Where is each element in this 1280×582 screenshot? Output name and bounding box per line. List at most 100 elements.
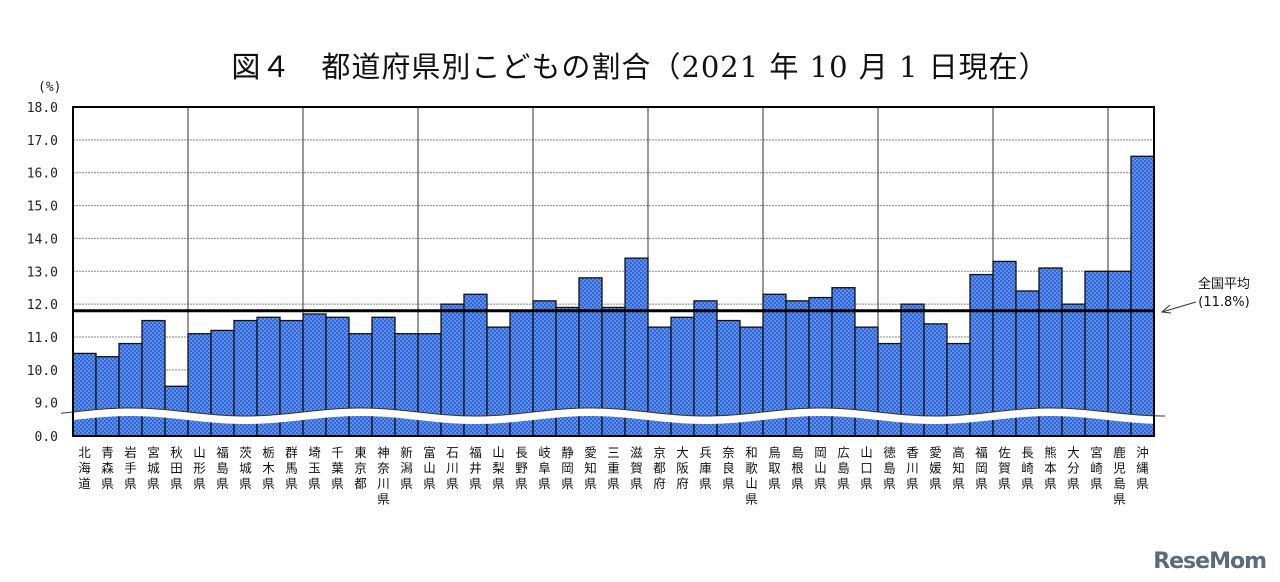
x-tick-char: 賀 xyxy=(630,461,643,476)
x-tick-label: 愛媛県 xyxy=(929,445,942,491)
x-tick-label: 岐阜県 xyxy=(538,445,551,491)
x-tick-char: 県 xyxy=(469,476,482,491)
x-tick-label: 長崎県 xyxy=(1021,445,1034,491)
x-tick-char: 福 xyxy=(469,445,482,460)
x-tick-label: 静岡県 xyxy=(561,445,574,491)
x-tick-label: 三重県 xyxy=(607,445,620,491)
x-tick-char: 野 xyxy=(515,461,528,476)
x-tick-char: 県 xyxy=(561,476,574,491)
y-tick-label: 17.0 xyxy=(27,134,58,149)
x-tick-char: 県 xyxy=(285,476,298,491)
x-tick-char: 鳥 xyxy=(768,445,781,460)
x-tick-char: 茨 xyxy=(239,445,252,460)
x-tick-char: 島 xyxy=(216,461,229,476)
bar xyxy=(325,316,350,437)
x-tick-char: 鹿 xyxy=(1113,445,1126,460)
y-tick-label: 16.0 xyxy=(27,167,58,182)
x-tick-char: 木 xyxy=(262,461,275,476)
x-tick-char: 岡 xyxy=(561,461,574,476)
x-tick-char: 県 xyxy=(906,476,919,491)
x-tick-char: 県 xyxy=(975,476,988,491)
x-tick-char: 梨 xyxy=(492,461,505,476)
x-tick-char: 海 xyxy=(78,461,91,476)
x-tick-label: 岡山県 xyxy=(814,445,827,491)
x-tick-char: 静 xyxy=(561,445,574,460)
x-tick-label: 奈良県 xyxy=(722,445,735,491)
x-tick-char: 田 xyxy=(170,461,183,476)
x-tick-char: 児 xyxy=(1113,461,1126,476)
x-tick-label: 広島県 xyxy=(837,445,850,491)
x-tick-char: 県 xyxy=(837,476,850,491)
x-tick-char: 歌 xyxy=(745,461,758,476)
x-tick-label: 熊本県 xyxy=(1044,445,1057,491)
x-tick-char: 奈 xyxy=(722,445,735,460)
bar xyxy=(624,257,649,437)
x-tick-label: 岩手県 xyxy=(124,445,137,491)
x-tick-char: 島 xyxy=(1113,476,1126,491)
x-tick-char: 馬 xyxy=(285,461,298,476)
chart-title: 図４ 都道府県別こどもの割合（2021 年 10 月 1 日現在） xyxy=(231,50,1049,84)
x-tick-char: 広 xyxy=(837,445,850,460)
x-tick-label: 山梨県 xyxy=(492,445,505,491)
x-tick-char: 熊 xyxy=(1044,445,1057,460)
x-tick-char: 県 xyxy=(193,476,206,491)
x-tick-char: 県 xyxy=(170,476,183,491)
x-tick-label: 北海道 xyxy=(78,445,91,491)
y-tick-label: 14.0 xyxy=(27,232,58,247)
average-value-text: (11.8%) xyxy=(1198,295,1250,310)
x-tick-char: 宮 xyxy=(147,445,160,460)
x-tick-char: 葉 xyxy=(331,461,344,476)
x-tick-char: 県 xyxy=(377,492,390,507)
x-tick-char: 島 xyxy=(883,461,896,476)
x-tick-label: 香川県 xyxy=(906,445,919,491)
bar xyxy=(854,326,879,437)
x-tick-char: 県 xyxy=(883,476,896,491)
x-tick-label: 千葉県 xyxy=(331,445,344,491)
x-tick-label: 福岡県 xyxy=(975,445,988,491)
bar xyxy=(969,273,994,437)
x-tick-label: 山形県 xyxy=(193,445,206,491)
x-tick-label: 山口県 xyxy=(860,445,873,491)
x-tick-label: 沖縄県 xyxy=(1136,445,1149,491)
bar xyxy=(141,319,166,437)
x-tick-char: 良 xyxy=(722,461,735,476)
x-tick-label: 島根県 xyxy=(791,445,804,491)
x-tick-label: 愛知県 xyxy=(584,445,597,491)
x-tick-char: 玉 xyxy=(308,461,321,476)
y-tick-label: 12.0 xyxy=(27,298,58,313)
x-tick-label: 大阪府 xyxy=(676,445,689,491)
y-tick-label: 13.0 xyxy=(27,265,58,280)
x-tick-label: 新潟県 xyxy=(400,445,413,491)
x-tick-char: 県 xyxy=(998,476,1011,491)
x-tick-char: 県 xyxy=(423,476,436,491)
x-tick-char: 県 xyxy=(216,476,229,491)
x-tick-char: 県 xyxy=(147,476,160,491)
x-tick-char: 高 xyxy=(952,445,965,460)
x-tick-char: 府 xyxy=(676,476,689,491)
y-tick-label: 11.0 xyxy=(27,331,58,346)
x-tick-char: 県 xyxy=(630,476,643,491)
axis-break-wave xyxy=(61,408,1166,424)
x-tick-char: 栃 xyxy=(262,445,275,460)
x-tick-char: 長 xyxy=(515,445,528,460)
bar xyxy=(394,333,419,437)
x-tick-char: 県 xyxy=(1044,476,1057,491)
x-tick-label: 群馬県 xyxy=(285,445,298,491)
x-tick-char: 口 xyxy=(860,461,873,476)
x-tick-char: 神 xyxy=(377,445,390,460)
x-tick-label: 兵庫県 xyxy=(699,445,712,491)
x-tick-char: 山 xyxy=(745,476,758,491)
x-tick-char: 大 xyxy=(676,445,689,460)
x-tick-char: 本 xyxy=(1044,461,1057,476)
average-label-text: 全国平均 xyxy=(1198,277,1251,292)
x-tick-label: 青森県 xyxy=(101,445,114,491)
x-tick-char: 縄 xyxy=(1136,461,1149,476)
x-tick-char: 和 xyxy=(745,445,758,460)
x-tick-char: 県 xyxy=(699,476,712,491)
x-tick-char: 県 xyxy=(1090,476,1103,491)
x-tick-label: 宮崎県 xyxy=(1090,445,1103,491)
plot-frame xyxy=(72,106,1155,437)
x-tick-char: 県 xyxy=(607,476,620,491)
x-tick-char: 県 xyxy=(101,476,114,491)
